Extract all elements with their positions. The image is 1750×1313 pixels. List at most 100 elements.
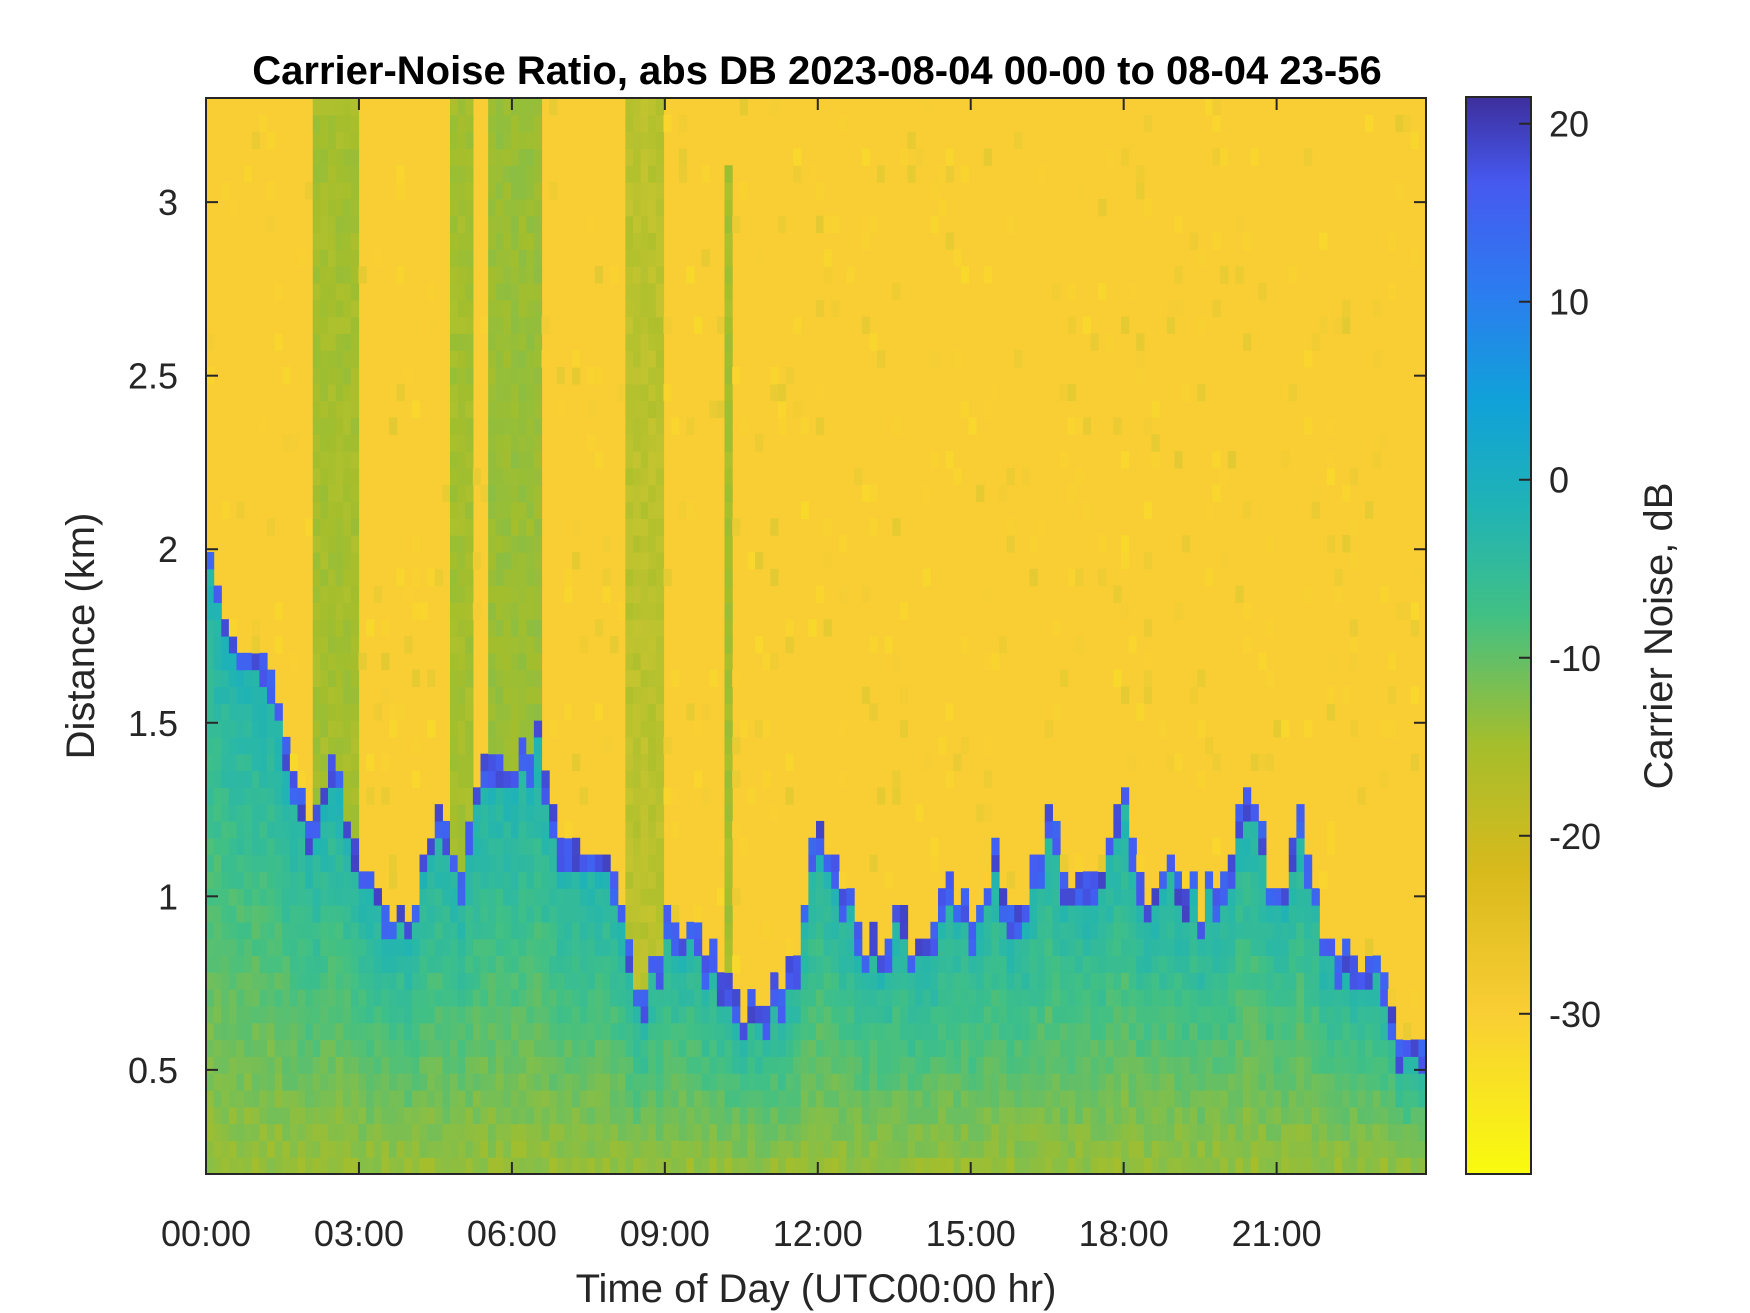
heatmap-cell <box>488 602 497 620</box>
heatmap-cell <box>1418 568 1426 587</box>
heatmap-cell <box>1235 905 1244 923</box>
heatmap-cell <box>213 1123 222 1141</box>
heatmap-cell <box>328 955 337 973</box>
heatmap-cell <box>1281 905 1290 923</box>
heatmap-cell <box>701 1039 710 1057</box>
heatmap-cell <box>320 938 329 957</box>
heatmap-cell <box>816 1106 825 1125</box>
heatmap-cell <box>816 871 825 889</box>
heatmap-cell <box>335 400 344 419</box>
heatmap-cell <box>389 1089 398 1108</box>
heatmap-cell <box>968 972 977 990</box>
heatmap-cell <box>251 972 260 990</box>
heatmap-cell <box>1342 1140 1351 1158</box>
heatmap-cell <box>976 989 985 1007</box>
heatmap-cell <box>556 1005 565 1024</box>
heatmap-cell <box>1387 1123 1397 1141</box>
heatmap-cell <box>1166 299 1175 318</box>
heatmap-cell <box>495 383 504 402</box>
heatmap-cell <box>526 585 535 603</box>
heatmap-cell <box>1410 1073 1419 1091</box>
heatmap-cell <box>1342 1005 1351 1024</box>
heatmap-cell <box>838 955 848 973</box>
heatmap-cell <box>991 1157 1000 1174</box>
heatmap-cell <box>328 165 337 183</box>
heatmap-cell <box>686 1056 695 1074</box>
heatmap-cell <box>328 1005 337 1024</box>
heatmap-cell <box>1243 854 1252 872</box>
heatmap-cell <box>724 871 733 889</box>
heatmap-cell <box>236 1073 245 1091</box>
heatmap-cell <box>838 871 848 889</box>
heatmap-cell <box>419 989 428 1007</box>
heatmap-cell <box>1304 989 1313 1007</box>
heatmap-cell <box>1349 652 1358 671</box>
heatmap-cell <box>640 182 649 200</box>
heatmap-cell <box>312 1106 321 1125</box>
heatmap-cell <box>518 282 527 301</box>
heatmap-cell <box>518 114 527 133</box>
heatmap-cell <box>511 299 520 318</box>
heatmap-cell <box>1265 989 1275 1007</box>
heatmap-cell <box>610 1073 619 1091</box>
heatmap-cell <box>450 383 459 402</box>
heatmap-cell <box>488 501 497 519</box>
heatmap-cell <box>381 1056 390 1074</box>
heatmap-cell <box>1296 888 1305 906</box>
heatmap-cell <box>633 669 642 688</box>
heatmap-cell <box>1273 888 1282 906</box>
heatmap-cell <box>1235 837 1244 856</box>
heatmap-cell <box>1060 1056 1069 1074</box>
heatmap-cell <box>533 585 543 603</box>
heatmap-cell <box>610 636 619 654</box>
heatmap-cell <box>511 551 520 570</box>
heatmap-cell <box>1121 148 1130 166</box>
heatmap-cell <box>1021 989 1031 1007</box>
heatmap-cell <box>503 484 512 503</box>
heatmap-cell <box>640 367 649 385</box>
heatmap-cell <box>1265 535 1275 553</box>
heatmap-cell <box>343 568 352 587</box>
heatmap-cell <box>1128 1039 1137 1057</box>
heatmap-cell <box>633 165 642 183</box>
heatmap-cell <box>518 905 527 923</box>
heatmap-cell <box>709 1089 718 1108</box>
heatmap-cell <box>716 972 726 990</box>
heatmap-cell <box>930 854 939 872</box>
heatmap-cell <box>602 1106 611 1125</box>
heatmap-cell <box>892 282 901 301</box>
heatmap-cell <box>1105 972 1114 990</box>
heatmap-cell <box>983 266 992 284</box>
heatmap-cell <box>724 383 733 402</box>
heatmap-cell <box>549 871 558 889</box>
heatmap-cell <box>427 837 436 856</box>
heatmap-cell <box>1166 888 1175 906</box>
heatmap-cell <box>320 619 329 637</box>
heatmap-cell <box>526 316 535 334</box>
heatmap-cell <box>373 114 382 133</box>
heatmap-cell <box>762 720 771 738</box>
heatmap-cell <box>328 333 337 351</box>
heatmap-cell <box>213 854 222 872</box>
heatmap-cell <box>350 1022 360 1041</box>
heatmap-cell <box>1121 938 1130 957</box>
heatmap-cell <box>228 198 238 217</box>
heatmap-cell <box>1067 905 1076 923</box>
heatmap-cell <box>701 972 710 990</box>
heatmap-cell <box>633 619 642 637</box>
heatmap-cell <box>1220 551 1229 570</box>
heatmap-cell <box>488 753 497 772</box>
heatmap-cell <box>411 1039 421 1057</box>
heatmap-cell <box>213 585 222 603</box>
heatmap-cell <box>1349 972 1358 990</box>
heatmap-cell <box>206 636 215 654</box>
heatmap-cell <box>1113 972 1122 990</box>
heatmap-cell <box>800 989 809 1007</box>
heatmap-cell <box>1403 1140 1412 1158</box>
heatmap-cell <box>930 972 939 990</box>
heatmap-cell <box>343 215 352 234</box>
heatmap-cell <box>1288 955 1297 973</box>
heatmap-cell <box>503 1157 512 1174</box>
heatmap-cell <box>206 1089 215 1108</box>
heatmap-cell <box>381 652 390 671</box>
